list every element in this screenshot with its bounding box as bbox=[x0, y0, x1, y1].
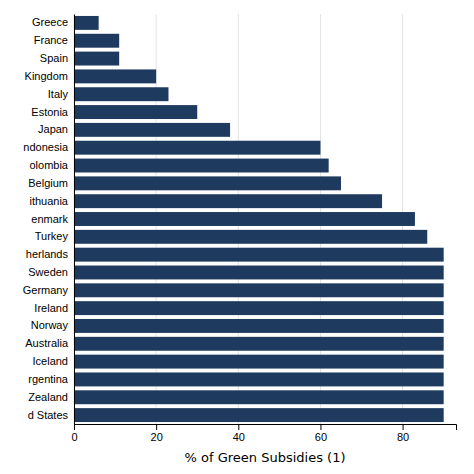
y-tick-label: herlands bbox=[26, 248, 69, 260]
bar bbox=[74, 230, 427, 244]
bar bbox=[74, 372, 444, 386]
y-tick: France bbox=[34, 34, 68, 46]
bar bbox=[74, 123, 230, 137]
bar bbox=[74, 408, 444, 422]
plot: 0 20 40 60 80 d States Zealand rgentina Iceland A… bbox=[23, 14, 457, 443]
y-tick-label: France bbox=[34, 34, 68, 46]
bar bbox=[74, 176, 341, 190]
y-tick: ithuania bbox=[29, 195, 68, 207]
x-tick-label: 80 bbox=[397, 431, 409, 443]
y-tick: enmark bbox=[31, 213, 68, 225]
x-tick-mark bbox=[238, 424, 239, 430]
y-tick-label: ithuania bbox=[29, 195, 68, 207]
y-tick-label: Japan bbox=[38, 123, 68, 135]
y-tick: Norway bbox=[31, 319, 69, 331]
x-tick-label: 40 bbox=[233, 431, 245, 443]
x-axis-line bbox=[75, 425, 457, 431]
grid-line bbox=[74, 14, 75, 424]
y-tick-label: ndonesia bbox=[23, 141, 69, 153]
y-tick: rgentina bbox=[28, 373, 69, 385]
bar bbox=[74, 141, 320, 155]
y-tick: Turkey bbox=[35, 230, 69, 242]
y-tick-label: Greece bbox=[32, 16, 68, 28]
x-axis-title: % of Green Subsidies (1) bbox=[185, 450, 346, 465]
x-tick-label: 0 bbox=[71, 431, 77, 443]
y-tick: Greece bbox=[32, 16, 68, 28]
bar bbox=[74, 16, 99, 30]
bar bbox=[74, 69, 156, 83]
y-tick-label: Spain bbox=[40, 52, 68, 64]
y-tick: ndonesia bbox=[23, 141, 69, 153]
x-tick-mark bbox=[156, 424, 157, 430]
y-axis-line bbox=[74, 15, 75, 425]
y-tick-label: rgentina bbox=[28, 373, 69, 385]
x-tick: 60 bbox=[315, 424, 327, 443]
y-tick-label: Iceland bbox=[33, 355, 68, 367]
x-tick: 0 bbox=[71, 424, 77, 443]
y-tick-label: Sweden bbox=[28, 266, 68, 278]
bar bbox=[74, 390, 444, 404]
y-tick: herlands bbox=[26, 248, 69, 260]
y-tick-label: Zealand bbox=[28, 391, 68, 403]
y-tick: Ireland bbox=[34, 302, 68, 314]
y-tick: Belgium bbox=[28, 177, 68, 189]
chart: 0 20 40 60 80 d States Zealand rgentina Iceland A… bbox=[0, 0, 474, 474]
bar bbox=[74, 34, 119, 48]
bar bbox=[74, 337, 444, 351]
y-tick: Italy bbox=[48, 88, 69, 100]
x-tick-label: 60 bbox=[315, 431, 327, 443]
bar bbox=[74, 248, 444, 262]
bar bbox=[74, 105, 197, 119]
y-tick-label: Estonia bbox=[31, 106, 69, 118]
y-tick-label: Belgium bbox=[28, 177, 68, 189]
bar bbox=[74, 319, 444, 333]
x-tick: 80 bbox=[397, 424, 409, 443]
y-tick-label: Turkey bbox=[35, 230, 69, 242]
y-tick: Sweden bbox=[28, 266, 68, 278]
y-tick-label: Australia bbox=[25, 337, 69, 349]
y-tick-label: Germany bbox=[23, 284, 69, 296]
x-axis: 0 20 40 60 80 bbox=[71, 424, 456, 443]
bars bbox=[74, 16, 444, 422]
y-tick-label: Italy bbox=[48, 88, 69, 100]
y-tick: d States bbox=[28, 409, 69, 421]
y-tick: Zealand bbox=[28, 391, 68, 403]
y-tick: olombia bbox=[29, 159, 68, 171]
bar bbox=[74, 52, 119, 66]
y-tick: Iceland bbox=[33, 355, 68, 367]
bar bbox=[74, 283, 444, 297]
bar bbox=[74, 159, 329, 173]
bar bbox=[74, 266, 444, 280]
y-tick-label: d States bbox=[28, 409, 69, 421]
y-tick-label: Norway bbox=[31, 319, 69, 331]
bar bbox=[74, 194, 382, 208]
y-axis: d States Zealand rgentina Iceland Australia N… bbox=[23, 15, 75, 425]
x-tick: 20 bbox=[151, 424, 163, 443]
y-tick: Kingdom bbox=[25, 70, 68, 82]
bar bbox=[74, 212, 415, 226]
y-tick: Estonia bbox=[31, 106, 69, 118]
x-tick-label: 20 bbox=[151, 431, 163, 443]
bar bbox=[74, 355, 444, 369]
bar bbox=[74, 301, 444, 315]
bar bbox=[74, 87, 168, 101]
y-tick-label: Kingdom bbox=[25, 70, 68, 82]
x-tick: 40 bbox=[233, 424, 245, 443]
y-tick: Japan bbox=[38, 123, 68, 135]
y-tick-label: enmark bbox=[31, 213, 68, 225]
x-tick-mark bbox=[74, 424, 75, 430]
y-tick: Australia bbox=[25, 337, 69, 349]
y-tick: Germany bbox=[23, 284, 69, 296]
x-tick-mark bbox=[320, 424, 321, 430]
y-tick-label: olombia bbox=[29, 159, 68, 171]
y-tick-label: Ireland bbox=[34, 302, 68, 314]
x-tick-mark bbox=[403, 424, 404, 430]
y-tick: Spain bbox=[40, 52, 68, 64]
